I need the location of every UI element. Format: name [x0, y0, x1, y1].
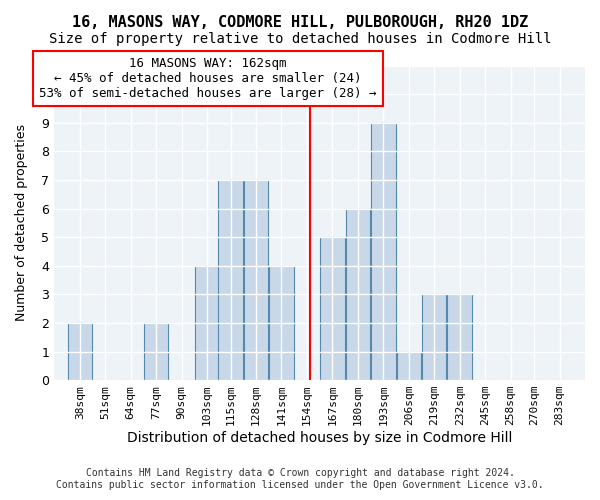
Text: 16 MASONS WAY: 162sqm
← 45% of detached houses are smaller (24)
53% of semi-deta: 16 MASONS WAY: 162sqm ← 45% of detached … [39, 57, 377, 100]
Bar [422, 294, 446, 380]
Text: Contains HM Land Registry data © Crown copyright and database right 2024.
Contai: Contains HM Land Registry data © Crown c… [56, 468, 544, 490]
Bar [371, 123, 395, 380]
Text: Size of property relative to detached houses in Codmore Hill: Size of property relative to detached ho… [49, 32, 551, 46]
Bar [448, 294, 472, 380]
Bar [346, 208, 370, 380]
Bar [218, 180, 243, 380]
Bar [397, 352, 421, 380]
X-axis label: Distribution of detached houses by size in Codmore Hill: Distribution of detached houses by size … [127, 431, 512, 445]
Bar [320, 237, 344, 380]
Bar [269, 266, 293, 380]
Bar [244, 180, 268, 380]
Bar [195, 266, 219, 380]
Bar [144, 323, 169, 380]
Bar [68, 323, 92, 380]
Text: 16, MASONS WAY, CODMORE HILL, PULBOROUGH, RH20 1DZ: 16, MASONS WAY, CODMORE HILL, PULBOROUGH… [72, 15, 528, 30]
Y-axis label: Number of detached properties: Number of detached properties [15, 124, 28, 322]
